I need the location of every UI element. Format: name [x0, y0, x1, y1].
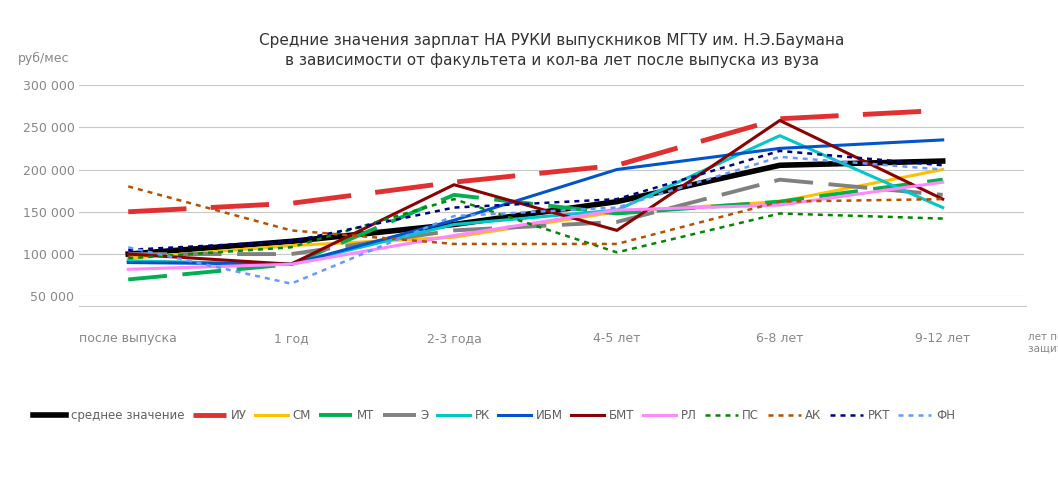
Text: 4-5 лет: 4-5 лет [594, 332, 641, 345]
Text: 2-3 года: 2-3 года [426, 332, 481, 345]
Text: 9-12 лет: 9-12 лет [915, 332, 970, 345]
Text: лет после
защиты диплома: лет после защиты диплома [1028, 332, 1058, 354]
Text: 1 год: 1 год [274, 332, 309, 345]
Text: Средние значения зарплат НА РУКИ выпускников МГТУ им. Н.Э.Баумана: Средние значения зарплат НА РУКИ выпускн… [259, 33, 844, 48]
Text: руб/мес: руб/мес [18, 53, 70, 65]
Text: в зависимости от факультета и кол-ва лет после выпуска из вуза: в зависимости от факультета и кол-ва лет… [285, 53, 819, 68]
Text: 6-8 лет: 6-8 лет [756, 332, 803, 345]
Legend: среднее значение, ИУ, СМ, МТ, Э, РК, ИБМ, БМТ, РЛ, ПС, АК, РКТ, ФН: среднее значение, ИУ, СМ, МТ, Э, РК, ИБМ… [33, 409, 955, 423]
Text: после выпуска: после выпуска [79, 332, 177, 345]
